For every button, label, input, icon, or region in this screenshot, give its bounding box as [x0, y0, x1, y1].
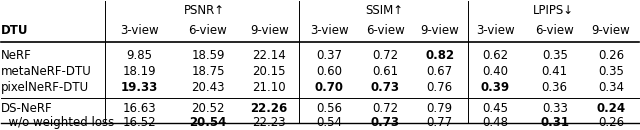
Text: 0.82: 0.82	[425, 49, 454, 62]
Text: 0.36: 0.36	[541, 81, 568, 94]
Text: 0.62: 0.62	[482, 49, 508, 62]
Text: 0.70: 0.70	[315, 81, 344, 94]
Text: 18.19: 18.19	[123, 65, 156, 78]
Text: DTU: DTU	[1, 24, 28, 37]
Text: 0.37: 0.37	[316, 49, 342, 62]
Text: 18.59: 18.59	[191, 49, 225, 62]
Text: 0.76: 0.76	[427, 81, 453, 94]
Text: 0.72: 0.72	[372, 102, 399, 115]
Text: 0.24: 0.24	[596, 102, 625, 115]
Text: 9-view: 9-view	[250, 24, 289, 37]
Text: 18.75: 18.75	[191, 65, 225, 78]
Text: metaNeRF-DTU: metaNeRF-DTU	[1, 65, 92, 78]
Text: 0.39: 0.39	[481, 81, 510, 94]
Text: 20.54: 20.54	[189, 116, 227, 129]
Text: 3-view: 3-view	[310, 24, 349, 37]
Text: 0.79: 0.79	[427, 102, 453, 115]
Text: 0.72: 0.72	[372, 49, 399, 62]
Text: 0.40: 0.40	[483, 65, 508, 78]
Text: 21.10: 21.10	[252, 81, 286, 94]
Text: 0.26: 0.26	[598, 49, 624, 62]
Text: 0.77: 0.77	[427, 116, 453, 129]
Text: SSIM↑: SSIM↑	[365, 4, 404, 17]
Text: 6-view: 6-view	[189, 24, 227, 37]
Text: 0.48: 0.48	[483, 116, 508, 129]
Text: LPIPS↓: LPIPS↓	[532, 4, 573, 17]
Text: 0.73: 0.73	[371, 81, 400, 94]
Text: 9-view: 9-view	[591, 24, 630, 37]
Text: 0.54: 0.54	[316, 116, 342, 129]
Text: PSNR↑: PSNR↑	[184, 4, 225, 17]
Text: DS-NeRF: DS-NeRF	[1, 102, 52, 115]
Text: 0.67: 0.67	[427, 65, 453, 78]
Text: 3-view: 3-view	[120, 24, 159, 37]
Text: 6-view: 6-view	[366, 24, 405, 37]
Text: 16.52: 16.52	[123, 116, 156, 129]
Text: 22.23: 22.23	[252, 116, 286, 129]
Text: 0.34: 0.34	[598, 81, 624, 94]
Text: 3-view: 3-view	[476, 24, 515, 37]
Text: 0.35: 0.35	[541, 49, 568, 62]
Text: 0.33: 0.33	[541, 102, 568, 115]
Text: 0.56: 0.56	[316, 102, 342, 115]
Text: 6-view: 6-view	[535, 24, 574, 37]
Text: 20.52: 20.52	[191, 102, 225, 115]
Text: 0.60: 0.60	[316, 65, 342, 78]
Text: 0.41: 0.41	[541, 65, 568, 78]
Text: 0.61: 0.61	[372, 65, 399, 78]
Text: 19.33: 19.33	[121, 81, 158, 94]
Text: 0.45: 0.45	[483, 102, 508, 115]
Text: 20.43: 20.43	[191, 81, 225, 94]
Text: 0.35: 0.35	[598, 65, 624, 78]
Text: 0.31: 0.31	[540, 116, 569, 129]
Text: 9-view: 9-view	[420, 24, 459, 37]
Text: 0.26: 0.26	[598, 116, 624, 129]
Text: 16.63: 16.63	[123, 102, 156, 115]
Text: 22.26: 22.26	[251, 102, 288, 115]
Text: NeRF: NeRF	[1, 49, 31, 62]
Text: 0.73: 0.73	[371, 116, 400, 129]
Text: 22.14: 22.14	[252, 49, 286, 62]
Text: pixelNeRF-DTU: pixelNeRF-DTU	[1, 81, 89, 94]
Text: 9.85: 9.85	[127, 49, 152, 62]
Text: w/o weighted loss: w/o weighted loss	[1, 116, 114, 129]
Text: 20.15: 20.15	[253, 65, 286, 78]
